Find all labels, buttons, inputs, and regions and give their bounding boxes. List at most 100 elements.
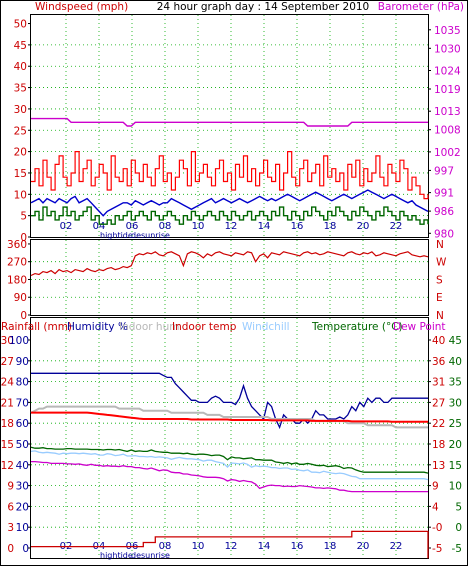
direction-panel-frame xyxy=(30,239,429,316)
wind-axis-title: Windspeed (mph) xyxy=(35,1,128,13)
wind-tick-label: 20 xyxy=(14,147,27,159)
rainfall-series xyxy=(31,530,429,559)
compass-letter: N xyxy=(436,310,444,322)
wind-tick-label: 35 xyxy=(14,83,27,95)
rain-tick-label: 6 xyxy=(7,501,14,513)
time-tick-label: 22 xyxy=(390,221,403,232)
rain-tick-label: 0 xyxy=(7,543,14,555)
celsius-tick-label: 40 xyxy=(432,335,445,347)
windspeed-series xyxy=(31,151,429,200)
time-tick-label: 14 xyxy=(258,541,271,552)
time-tick-label: 16 xyxy=(291,221,304,232)
marker-desunrise: desunrise xyxy=(131,231,170,240)
indoor-temp-series xyxy=(31,411,428,423)
rain-tick-label: 3 xyxy=(7,522,14,534)
celsius-tick-label: 22 xyxy=(432,418,445,430)
fahrenheit-tick-label: -5 xyxy=(452,543,462,555)
compass-letter: N xyxy=(436,239,444,251)
humidity-tick-label: 80 xyxy=(16,377,29,389)
humidity-series xyxy=(31,372,428,430)
celsius-tick-label: 18 xyxy=(432,439,445,451)
wind-panel-frame xyxy=(30,14,429,238)
baro-tick-label: 1002 xyxy=(434,147,461,159)
windchill-series xyxy=(30,450,429,481)
dew-point-series xyxy=(31,460,428,493)
celsius-tick-label: 36 xyxy=(432,356,446,368)
temp-panel-frame xyxy=(30,317,429,559)
time-tick-label: 18 xyxy=(324,541,337,552)
baro-tick-label: 1030 xyxy=(434,43,461,55)
marker-desunrise-bottom: desunrise xyxy=(131,551,170,560)
wind-tick-label: 5 xyxy=(20,211,27,223)
wind-tick-label: 30 xyxy=(14,104,27,116)
celsius-tick-label: 9 xyxy=(432,481,439,493)
time-tick-label: 10 xyxy=(192,221,205,232)
humidity-tick-label: 90 xyxy=(16,356,29,368)
humidity-tick-label: 40 xyxy=(16,460,29,472)
compass-letter: S xyxy=(436,274,443,286)
legend-indoor-hum: Indoor hum xyxy=(119,321,179,333)
time-tick-label: 16 xyxy=(291,541,304,552)
indoor-hum-series xyxy=(30,405,428,429)
rain-tick-label: 15 xyxy=(1,439,14,451)
celsius-tick-label: 4 xyxy=(432,501,439,513)
direction-tick-label: 0 xyxy=(20,310,27,322)
celsius-tick-label: 31 xyxy=(432,377,445,389)
rain-tick-label: 24 xyxy=(1,377,15,389)
baro-tick-label: 1013 xyxy=(434,106,461,118)
temperature-series xyxy=(30,446,429,474)
celsius-tick-label: -0 xyxy=(432,522,442,534)
time-tick-label: 12 xyxy=(225,541,238,552)
baro-tick-label: 1008 xyxy=(434,125,461,137)
fahrenheit-tick-label: 15 xyxy=(449,460,462,472)
time-tick-label: 08 xyxy=(159,541,172,552)
rain-tick-label: 30 xyxy=(1,335,14,347)
baro-tick-label: 980 xyxy=(434,228,454,240)
fahrenheit-tick-label: 5 xyxy=(455,501,462,513)
direction-series xyxy=(30,251,429,277)
marker-hightide: hightide xyxy=(100,231,133,240)
celsius-tick-label: 27 xyxy=(432,397,445,409)
avg-wind-series xyxy=(30,189,429,217)
humidity-tick-label: 0 xyxy=(22,543,29,555)
baro-tick-label: 986 xyxy=(434,206,454,218)
baro-tick-label: 991 xyxy=(434,188,454,200)
time-tick-label: 12 xyxy=(225,221,238,232)
humidity-tick-label: 20 xyxy=(16,501,29,513)
wind-tick-label: 15 xyxy=(14,168,27,180)
graph-title: 24 hour graph day : 14 September 2010 xyxy=(157,1,369,13)
rain-tick-label: 27 xyxy=(1,356,14,368)
humidity-tick-label: 10 xyxy=(16,522,29,534)
humidity-tick-label: 70 xyxy=(16,397,29,409)
celsius-tick-label: -5 xyxy=(432,543,442,555)
humidity-tick-label: 100 xyxy=(9,335,29,347)
fahrenheit-tick-label: 0 xyxy=(455,522,462,534)
barometer-series xyxy=(31,117,428,127)
time-tick-label: 06 xyxy=(126,221,139,232)
fahrenheit-tick-label: 10 xyxy=(449,481,462,493)
fahrenheit-tick-label: 40 xyxy=(449,356,462,368)
marker-hightide-bottom: hightide xyxy=(100,551,133,560)
wind-tick-label: 45 xyxy=(14,40,27,52)
time-tick-label: 20 xyxy=(357,221,370,232)
time-tick-label: 22 xyxy=(390,541,403,552)
fahrenheit-tick-label: 30 xyxy=(449,397,462,409)
direction-tick-label: 360 xyxy=(7,239,27,251)
legend-windchill: Windchill xyxy=(242,321,290,333)
wind-tick-label: 40 xyxy=(14,61,27,73)
humidity-tick-label: 60 xyxy=(16,418,29,430)
baro-tick-label: 1035 xyxy=(434,25,461,37)
fahrenheit-tick-label: 35 xyxy=(449,377,462,389)
time-tick-label: 18 xyxy=(324,221,337,232)
baro-tick-label: 1019 xyxy=(434,84,461,96)
humidity-tick-label: 50 xyxy=(16,439,29,451)
wind-tick-label: 50 xyxy=(14,19,27,31)
wind-min-series xyxy=(31,206,429,225)
legend-temperature: Temperature (°C) xyxy=(311,321,403,333)
fahrenheit-tick-label: 45 xyxy=(449,335,462,347)
direction-tick-label: 180 xyxy=(7,274,27,286)
direction-tick-label: 90 xyxy=(14,292,27,304)
